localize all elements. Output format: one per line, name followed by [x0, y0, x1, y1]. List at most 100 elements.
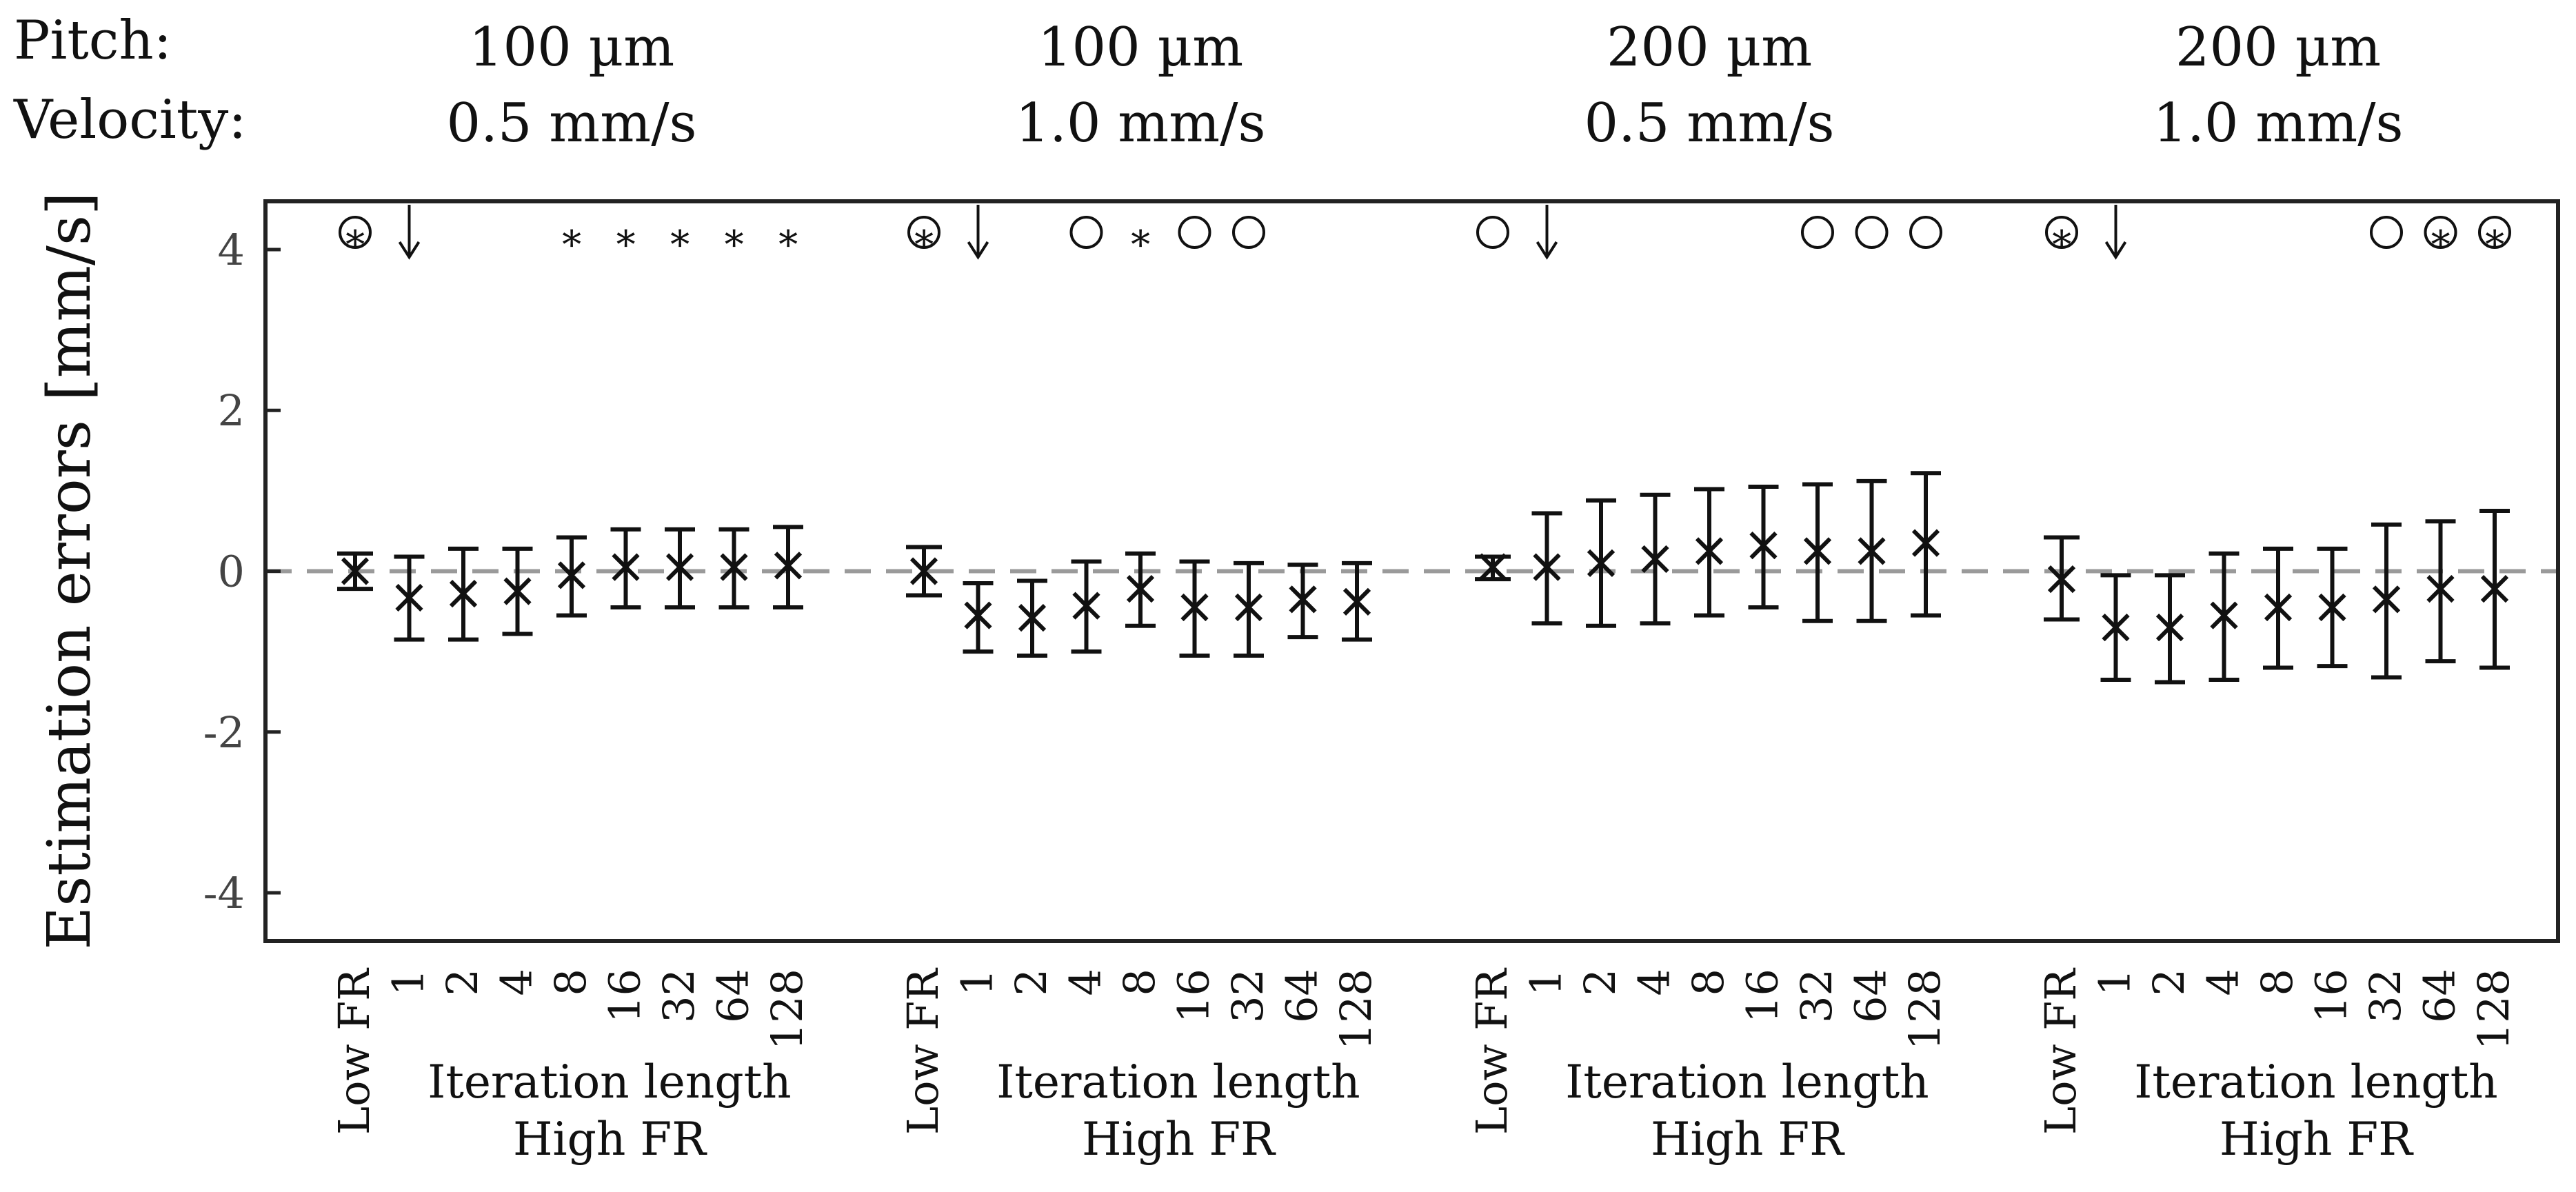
significance-circle-marker	[2370, 216, 2403, 249]
x-category-label: 32	[2360, 969, 2411, 1023]
x-category-label: 16	[1738, 969, 1788, 1023]
x-category-label: 8	[545, 969, 596, 996]
mean-x-marker	[1587, 549, 1616, 577]
mean-x-marker	[1695, 537, 1724, 565]
x-iteration-length-label: Iteration length	[427, 1055, 791, 1109]
mean-x-marker	[1180, 593, 1209, 622]
arrow-marker-head	[2104, 241, 2127, 260]
significance-circle-marker	[2045, 216, 2078, 249]
x-category-label: 16	[1169, 969, 1219, 1023]
significance-star-marker: ∗	[559, 215, 585, 260]
x-category-label: 4	[1629, 969, 1680, 996]
x-category-label: 8	[1114, 969, 1165, 996]
x-category-label: Low FR	[1467, 967, 1517, 1135]
x-category-label: Low FR	[2035, 967, 2086, 1135]
x-iteration-length-label: Iteration length	[2134, 1055, 2497, 1109]
x-category-label: 1	[2090, 969, 2140, 996]
y-tick-label: -4	[203, 868, 245, 918]
mean-x-marker	[2102, 614, 2130, 642]
arrow-marker-head	[967, 241, 989, 260]
x-category-label: 128	[1331, 969, 1381, 1050]
velocity-row-label: Velocity:	[13, 89, 247, 151]
y-tick-label: -2	[203, 707, 245, 758]
x-category-label: 16	[2306, 969, 2357, 1023]
mean-x-marker	[1072, 592, 1100, 620]
significance-star-marker: ∗	[342, 215, 368, 260]
pitch-row-label: Pitch:	[14, 10, 172, 72]
x-category-label: Low FR	[898, 967, 948, 1135]
group-pitch-header: 200 µm	[1607, 17, 1812, 79]
group-pitch-header: 200 µm	[2175, 17, 2381, 79]
significance-circle-marker	[1801, 216, 1834, 249]
mean-x-marker	[1342, 587, 1371, 616]
x-category-label: 2	[437, 969, 487, 996]
x-category-label: 32	[1791, 969, 1842, 1023]
group-velocity-header: 0.5 mm/s	[1584, 92, 1834, 154]
mean-x-marker	[1018, 604, 1047, 632]
mean-x-marker	[557, 561, 586, 589]
x-category-label: 1	[1521, 969, 1571, 996]
significance-star-marker: ∗	[2482, 215, 2508, 260]
x-category-label: 16	[600, 969, 650, 1023]
mean-x-marker	[341, 557, 370, 585]
arrow-marker-head	[1536, 241, 1558, 260]
mean-x-marker	[1234, 593, 1263, 622]
mean-x-marker	[1803, 537, 1832, 565]
x-iteration-length-label: Iteration length	[1565, 1055, 1929, 1109]
x-high-fr-label: High FR	[2220, 1113, 2414, 1166]
y-tick-label: 2	[218, 385, 245, 436]
significance-circle-marker	[907, 216, 940, 249]
x-category-label: 4	[492, 969, 542, 996]
x-category-label: 8	[1683, 969, 1733, 996]
x-category-label: 32	[1222, 969, 1273, 1023]
x-category-label: 1	[952, 969, 1003, 996]
x-category-label: 64	[1277, 969, 1327, 1023]
x-category-label: 1	[383, 969, 434, 996]
group-velocity-header: 0.5 mm/s	[446, 92, 696, 154]
x-iteration-length-label: Iteration length	[996, 1055, 1360, 1109]
mean-x-marker	[2155, 614, 2184, 642]
x-category-label: 2	[1575, 969, 1625, 996]
mean-x-marker	[2372, 585, 2401, 614]
x-high-fr-label: High FR	[513, 1113, 707, 1166]
x-category-label: 128	[762, 969, 812, 1050]
significance-star-marker: ∗	[721, 215, 747, 260]
group-pitch-header: 100 µm	[469, 17, 674, 79]
mean-x-marker	[2480, 575, 2509, 603]
x-category-label: 2	[1006, 969, 1056, 996]
x-category-label: 8	[2252, 969, 2302, 996]
significance-marker-layer: ∗ ∗ ∗ ∗ ∗ ∗ ∗ ∗ ∗ ∗ ∗	[339, 205, 2511, 260]
x-high-fr-label: High FR	[1082, 1113, 1276, 1166]
group-velocity-header: 1.0 mm/s	[2153, 92, 2403, 154]
mean-x-marker	[1126, 575, 1155, 603]
x-category-label: Low FR	[329, 967, 379, 1135]
group-velocity-header: 1.0 mm/s	[1015, 92, 1265, 154]
mean-x-marker	[1289, 585, 1317, 614]
significance-circle-marker	[1232, 216, 1265, 249]
significance-star-marker: ∗	[612, 215, 638, 260]
mean-x-marker	[1911, 529, 1940, 557]
arrow-marker-head	[398, 241, 421, 260]
mean-x-marker	[2210, 601, 2238, 629]
significance-circle-marker	[2424, 216, 2457, 249]
mean-x-marker	[909, 557, 938, 585]
y-tick-label: 0	[218, 547, 245, 597]
significance-star-marker: ∗	[775, 215, 801, 260]
mean-x-marker	[1478, 553, 1507, 581]
mean-x-marker	[2318, 593, 2346, 622]
mean-x-marker	[1533, 553, 1561, 581]
mean-x-marker	[1641, 545, 1669, 574]
mean-x-marker	[665, 553, 694, 581]
significance-circle-marker	[2478, 216, 2511, 249]
mean-x-marker	[964, 601, 992, 629]
x-category-label: 64	[1846, 969, 1896, 1023]
mean-x-marker	[449, 580, 478, 608]
y-axis-label: Estimation errors [mm/s]	[35, 192, 104, 949]
x-category-label: 4	[2198, 969, 2248, 996]
mean-x-marker	[612, 553, 640, 581]
axes-layer	[263, 199, 2560, 943]
significance-circle-marker	[339, 216, 372, 249]
